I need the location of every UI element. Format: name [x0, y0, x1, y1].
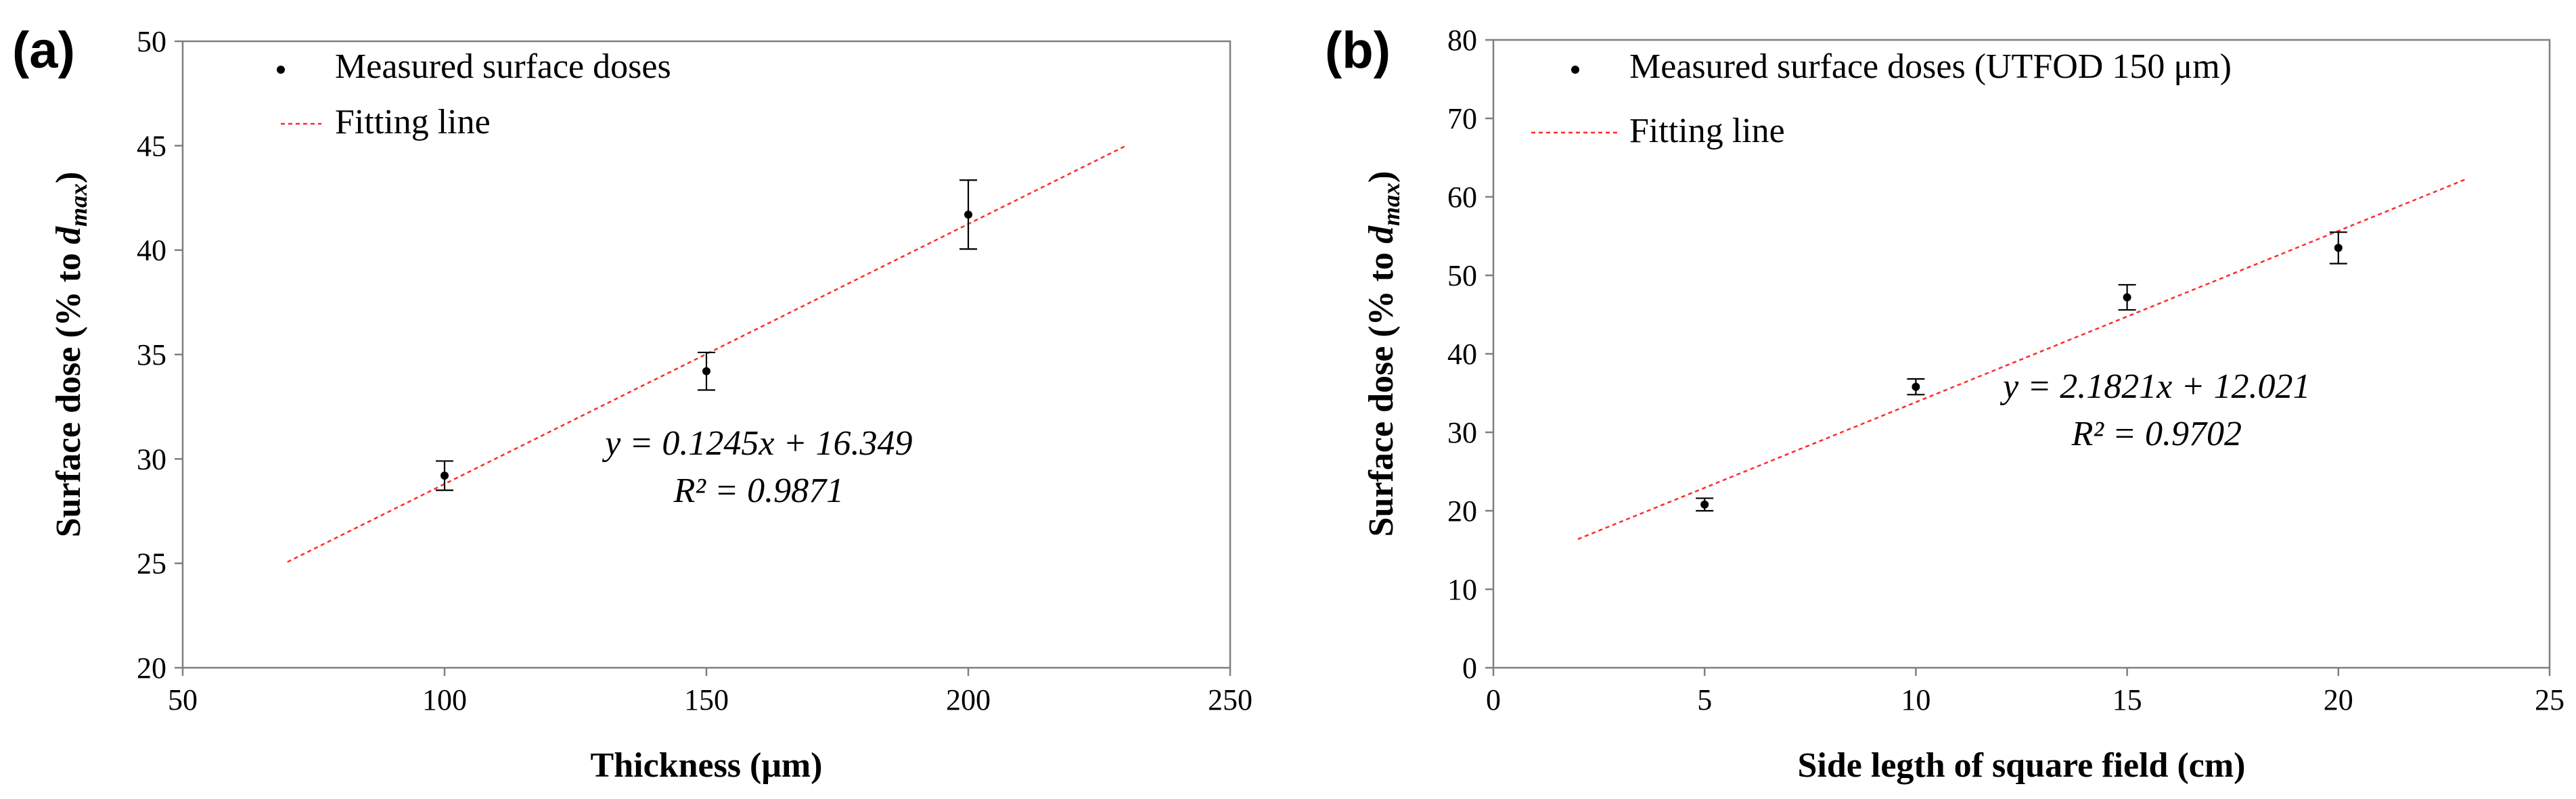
y-tick-label: 70: [1447, 102, 1477, 135]
y-tick-label: 60: [1447, 181, 1477, 214]
x-axis-title: Side legth of square field (cm): [1798, 746, 2246, 785]
data-point: [2123, 293, 2131, 302]
y-tick-label: 50: [1447, 259, 1477, 292]
x-tick-label: 200: [946, 683, 991, 716]
x-tick-label: 10: [1901, 683, 1930, 716]
legend-label-fitting: Fitting line: [335, 103, 491, 141]
y-tick-label: 30: [1447, 416, 1477, 449]
panel-label: (b): [1325, 22, 1391, 79]
data-point: [2334, 244, 2343, 252]
fit-r-squared: R² = 0.9702: [2071, 415, 2242, 453]
chart-panel-a: 50 100 150 200 250 20 25 30 35 40 45 50 Thickness (μ…: [12, 22, 1252, 785]
panel-label: (a): [12, 22, 75, 79]
x-tick-label: 250: [1208, 683, 1252, 716]
y-tick-label: 20: [1447, 495, 1477, 528]
x-tick-label: 5: [1697, 683, 1712, 716]
legend-label-measured: Measured surface doses (UTFOD 150 μm): [1629, 47, 2232, 86]
data-point: [1912, 382, 1920, 391]
x-tick-label: 50: [168, 683, 198, 716]
x-axis-title: Thickness (μm): [591, 746, 823, 785]
fit-r-squared: R² = 0.9871: [673, 472, 844, 510]
data-point: [440, 472, 449, 480]
x-tick-label: 20: [2324, 683, 2353, 716]
data-point: [702, 367, 710, 375]
x-tick-label: 100: [422, 683, 467, 716]
legend-label-fitting: Fitting line: [1629, 112, 1785, 150]
y-tick-label: 20: [137, 652, 166, 685]
y-tick-label: 10: [1447, 573, 1477, 606]
fitting-line: [1577, 179, 2466, 541]
y-tick-label: 0: [1462, 652, 1477, 685]
x-tick-label: 150: [684, 683, 729, 716]
y-tick-label: 35: [137, 338, 166, 371]
y-tick-label: 40: [1447, 338, 1477, 371]
legend-marker: [1571, 66, 1579, 74]
legend-label-measured: Measured surface doses: [335, 47, 671, 86]
legend-marker: [277, 66, 285, 74]
fit-equation: y = 2.1821x + 12.021: [1999, 367, 2310, 406]
y-tick-label: 50: [137, 25, 166, 58]
y-tick-label: 30: [137, 442, 166, 476]
y-tick-label: 25: [137, 547, 166, 580]
y-tick-label: 80: [1447, 24, 1477, 57]
y-axis-title: Surface dose (% to dmax): [1362, 171, 1405, 537]
fit-equation: y = 0.1245x + 16.349: [602, 424, 912, 463]
x-tick-label: 0: [1486, 683, 1501, 716]
y-tick-label: 40: [137, 234, 166, 267]
y-axis-title: Surface dose (% to dmax): [49, 172, 92, 538]
data-point: [1700, 500, 1709, 509]
x-tick-label: 15: [2112, 683, 2142, 716]
data-point: [964, 210, 972, 219]
chart-panel-b: 0 5 10 15 20 25 0 10 20 30 40 50 60 70 80 Side legth of…: [1325, 22, 2564, 785]
y-tick-label: 45: [137, 129, 166, 162]
x-tick-label: 25: [2535, 683, 2564, 716]
